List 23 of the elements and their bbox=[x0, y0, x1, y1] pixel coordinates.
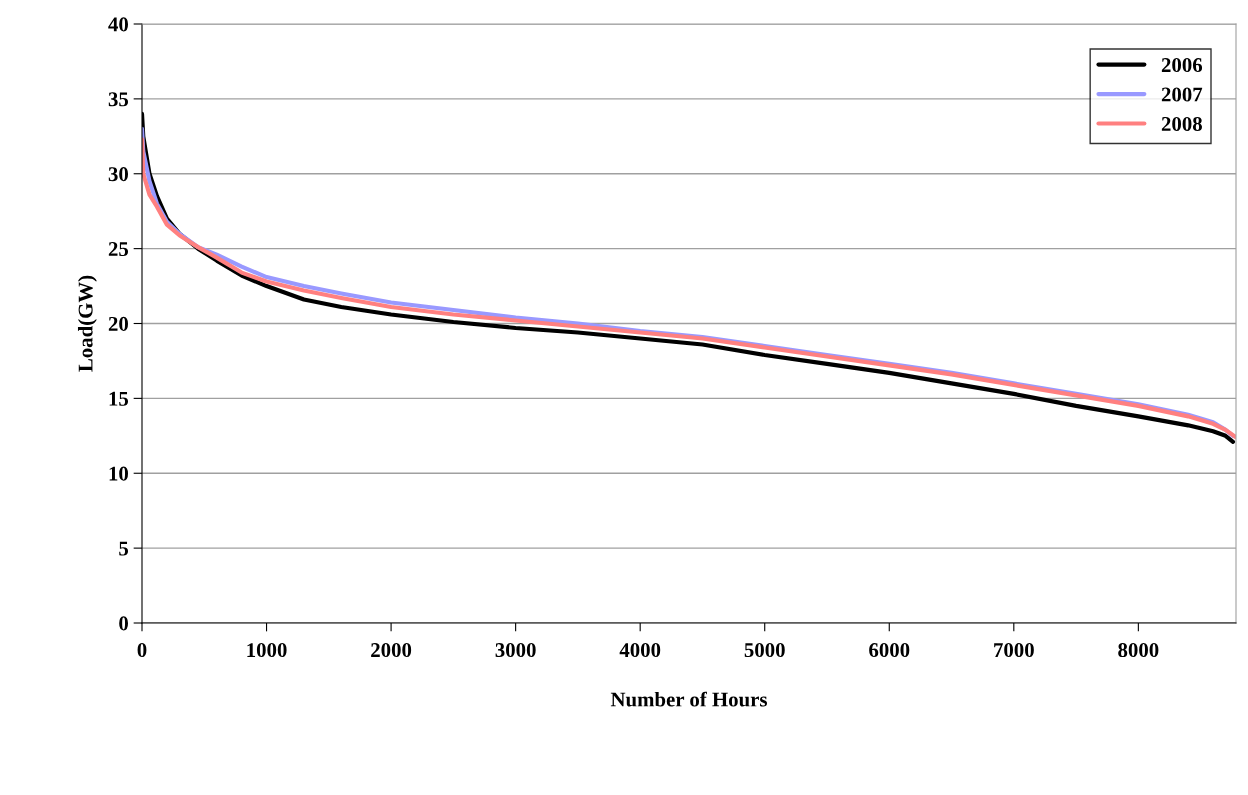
x-tick-label: 2000 bbox=[371, 643, 412, 658]
x-axis-title: Number of Hours bbox=[610, 691, 768, 707]
legend-label: 2008 bbox=[1161, 116, 1202, 131]
y-tick-label: 25 bbox=[108, 242, 129, 257]
x-tick-label: 0 bbox=[137, 643, 147, 658]
legend-label: 2007 bbox=[1161, 87, 1203, 102]
x-tick-label: 8000 bbox=[1118, 643, 1159, 658]
x-tick-label: 7000 bbox=[994, 643, 1034, 658]
x-tick-label: 1000 bbox=[247, 643, 287, 658]
y-tick-label: 10 bbox=[109, 466, 129, 481]
x-tick-label: 6000 bbox=[869, 643, 910, 658]
y-tick-label: 40 bbox=[108, 17, 129, 32]
legend-label: 2006 bbox=[1161, 58, 1203, 73]
y-tick-label: 30 bbox=[108, 167, 129, 182]
y-tick-label: 15 bbox=[109, 391, 129, 406]
y-tick-label: 5 bbox=[119, 541, 129, 556]
y-tick-label: 20 bbox=[108, 316, 129, 331]
x-tick-label: 4000 bbox=[619, 643, 661, 658]
y-tick-label: 35 bbox=[108, 92, 129, 107]
y-axis-title: Load(GW) bbox=[77, 275, 97, 372]
x-tick-label: 3000 bbox=[495, 643, 536, 658]
x-tick-label: 5000 bbox=[744, 643, 785, 658]
y-tick-label: 0 bbox=[119, 616, 129, 631]
